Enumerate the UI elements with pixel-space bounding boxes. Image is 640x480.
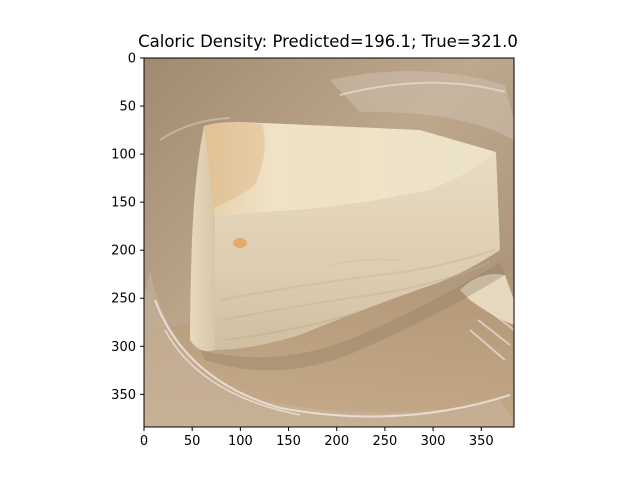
x-tick-label: 0 [140,434,148,449]
x-tick-label: 50 [184,434,201,449]
y-tick-label: 0 [128,52,136,67]
y-tick-label: 100 [111,148,136,163]
cake-front [190,126,215,352]
photo [144,58,514,427]
x-axis: 0 50 100 150 200 250 300 350 [140,427,494,449]
x-tick-label: 200 [324,434,349,449]
y-tick-label: 250 [111,292,136,307]
cake-shadow [200,262,505,371]
x-tick-label: 300 [421,434,446,449]
figure-title: Caloric Density: Predicted=196.1; True=3… [138,32,518,51]
y-tick-label: 50 [119,100,136,115]
axes-frame [143,57,515,428]
x-tick-label: 100 [228,434,253,449]
x-tick-label: 250 [372,434,397,449]
crumbs [460,274,514,325]
container-tray [144,270,514,427]
y-tick-label: 300 [111,340,136,355]
x-tick-label: 150 [276,434,301,449]
orange-spot [233,238,247,248]
x-tick-label: 350 [469,434,494,449]
y-tick-label: 350 [111,388,136,403]
y-tick-label: 200 [111,244,136,259]
y-axis: 0 50 100 150 200 250 300 350 [111,52,144,403]
cake-side [215,152,500,350]
cake-top [200,122,496,218]
y-tick-label: 150 [111,196,136,211]
